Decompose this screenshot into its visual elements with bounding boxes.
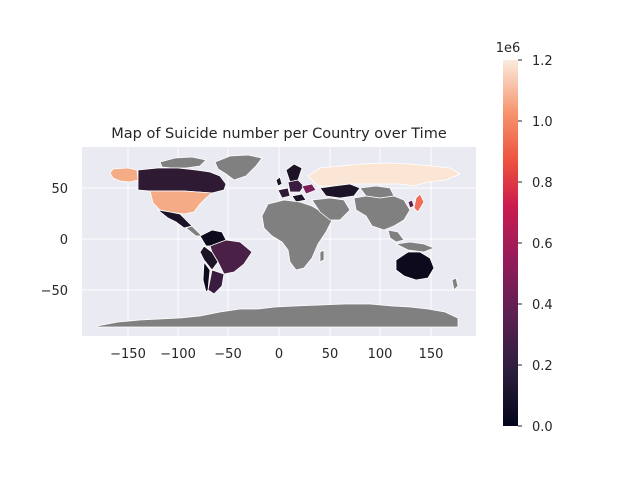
y-tick-labels: 50 0 −50 bbox=[41, 182, 68, 299]
colorbar-tick-label: 0.0 bbox=[532, 420, 553, 435]
colorbar-tick-label: 1.2 bbox=[532, 54, 553, 69]
colorbar-tick-label: 0.4 bbox=[532, 298, 553, 313]
region-southeast-asia bbox=[387, 229, 405, 243]
colorbar-ticks bbox=[518, 59, 522, 427]
region-central-europe bbox=[287, 179, 305, 193]
region-kazakhstan bbox=[319, 183, 361, 199]
region-africa bbox=[261, 199, 333, 271]
colorbar-gradient bbox=[503, 60, 518, 426]
region-central-america bbox=[185, 225, 203, 237]
x-tick-label: 0 bbox=[275, 347, 283, 362]
x-tick-label: −150 bbox=[110, 347, 146, 362]
colorbar-tick-labels: 0.0 0.2 0.4 0.6 0.8 1.0 1.2 bbox=[532, 54, 553, 435]
region-uk bbox=[275, 176, 283, 187]
region-ukraine bbox=[301, 183, 317, 195]
chart-title: Map of Suicide number per Country over T… bbox=[111, 126, 447, 142]
region-balkans bbox=[291, 193, 307, 203]
y-tick-label: 50 bbox=[51, 182, 68, 197]
map-axes: −150 −100 −50 0 50 100 150 50 0 −50 bbox=[41, 147, 476, 362]
region-new-zealand bbox=[451, 277, 459, 291]
colorbar: 1e6 0.0 0.2 0.4 0.6 0.8 1.0 1.2 bbox=[496, 41, 553, 435]
region-australia bbox=[395, 251, 435, 281]
colorbar-tick-label: 1.0 bbox=[532, 115, 553, 130]
region-indonesia bbox=[395, 241, 435, 253]
region-antarctica bbox=[96, 303, 459, 328]
x-tick-labels: −150 −100 −50 0 50 100 150 bbox=[110, 347, 443, 362]
y-tick-label: −50 bbox=[41, 284, 68, 299]
x-tick-label: 50 bbox=[322, 347, 339, 362]
region-argentina bbox=[207, 269, 225, 295]
x-tick-label: −100 bbox=[160, 347, 196, 362]
region-japan bbox=[413, 193, 425, 213]
colorbar-tick-label: 0.8 bbox=[532, 176, 553, 191]
region-asia bbox=[353, 195, 411, 231]
region-france bbox=[277, 187, 291, 199]
x-tick-label: −50 bbox=[214, 347, 241, 362]
region-arctic-islands bbox=[159, 156, 207, 169]
colorbar-exponent-label: 1e6 bbox=[496, 41, 521, 56]
region-scandinavia bbox=[285, 163, 303, 183]
colorbar-tick-label: 0.2 bbox=[532, 359, 553, 374]
region-greenland bbox=[214, 154, 263, 181]
region-chile bbox=[202, 261, 211, 293]
region-middle-east bbox=[311, 197, 351, 221]
y-tick-label: 0 bbox=[60, 233, 68, 248]
x-tick-label: 100 bbox=[368, 347, 393, 362]
region-madagascar bbox=[319, 249, 325, 263]
x-tick-label: 150 bbox=[419, 347, 444, 362]
region-alaska bbox=[109, 167, 139, 183]
colorbar-tick-label: 0.6 bbox=[532, 237, 553, 252]
